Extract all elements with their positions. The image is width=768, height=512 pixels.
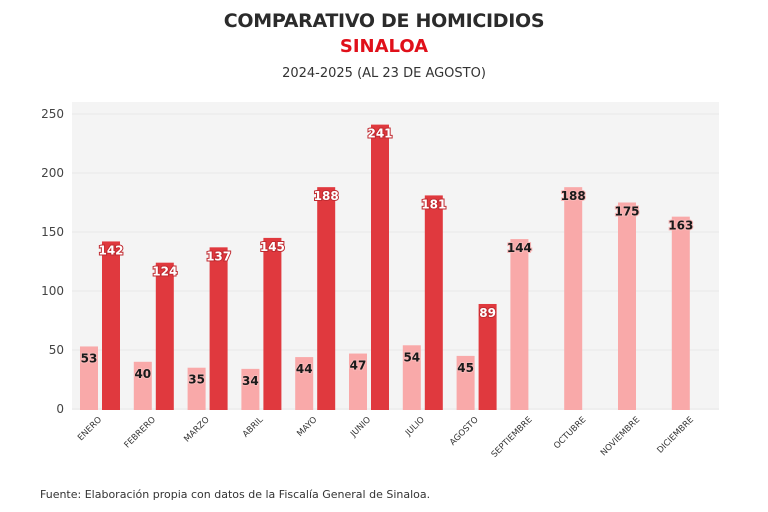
chart-title: COMPARATIVO DE HOMICIDIOS [223,10,545,32]
bar-2024-agosto [456,355,475,410]
bar-2024-mayo [295,357,314,410]
data-label: 145 [260,240,285,254]
bar-2025-marzo [209,247,228,410]
gridlines [72,113,719,410]
bar-2025-febrero [155,262,174,410]
chart-period: 2024-2025 (AL 23 DE AGOSTO) [282,66,486,81]
bar-2025-mayo [317,187,336,410]
data-label: 181 [421,197,446,211]
bar-2024-junio [349,353,367,410]
bar-2025-abril [263,237,282,410]
x-tick-label: MARZO [182,415,212,445]
data-label: 47 [350,359,367,373]
data-labels: 53 142 40 124 35 137 34 145 44 188 47 241 54 181 45 89 1… [80,126,695,389]
data-label: 188 [314,189,339,203]
data-label: 241 [367,127,392,141]
source-note: Fuente: Elaboración propia con datos de … [40,488,431,501]
data-label: 35 [188,373,205,387]
x-tick-label: JUNIO [348,415,373,440]
bar-2024-diciembre [671,216,690,410]
data-label: 44 [296,362,313,376]
data-label: 188 [561,189,586,203]
bars [80,124,690,411]
y-tick-label: 200 [41,166,64,180]
plot-area [72,102,719,410]
bar-2024-noviembre [618,202,636,410]
bar-2024-febrero [133,361,152,410]
y-tick-label: 50 [49,343,64,357]
y-tick-label: 150 [41,225,64,239]
bar-2024-abril [241,368,260,410]
bar-2025-enero [102,241,120,410]
x-tick-label: ENERO [76,415,104,443]
bar-2024-enero [80,346,98,410]
x-axis: ENERO FEBRERO MARZO ABRIL MAYO JUNIO JULIO AGOS… [76,415,696,460]
bar-2025-julio [424,195,443,410]
data-label: 53 [81,351,98,365]
x-tick-label: SEPTIEMBRE [490,415,535,460]
bar-2024-julio [402,345,421,410]
data-label: 142 [98,243,123,257]
x-tick-label: NOVIEMBRE [599,415,642,458]
bar-2025-junio [371,124,389,411]
chart-subtitle: SINALOA [339,36,429,57]
x-tick-label: JULIO [403,415,427,439]
data-label: 54 [403,350,420,364]
y-axis: 0 50 100 150 200 250 [41,107,64,416]
y-tick-label: 0 [56,402,64,416]
data-label: 175 [614,205,639,219]
data-label: 137 [206,249,231,263]
x-tick-label: DICIEMBRE [655,415,696,456]
x-tick-label: FEBRERO [123,415,159,451]
x-tick-label: AGOSTO [448,415,481,448]
x-tick-label: OCTUBRE [552,415,588,451]
y-tick-label: 100 [41,284,64,298]
bar-2024-octubre [564,187,583,410]
bar-2025-agosto [478,303,497,410]
bar-2024-marzo [187,367,206,410]
bar-2024-septiembre [510,239,529,410]
data-label: 89 [479,306,496,320]
x-tick-label: ABRIL [241,415,266,440]
x-tick-label: MAYO [295,415,319,439]
y-tick-label: 250 [41,107,64,121]
data-label: 40 [134,367,151,381]
data-label: 144 [507,241,532,255]
data-label: 124 [152,265,177,279]
data-label: 34 [242,374,259,388]
data-label: 45 [457,361,474,375]
data-label: 163 [668,219,693,233]
